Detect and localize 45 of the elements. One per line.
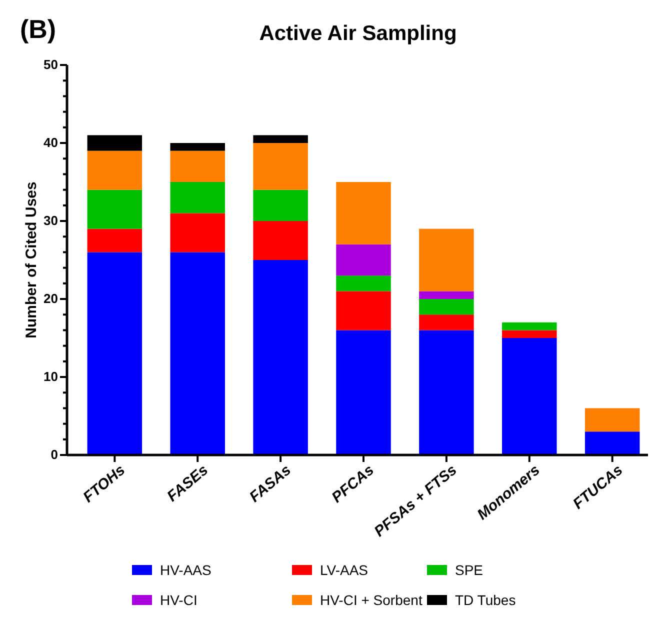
legend-label: HV-AAS (160, 562, 212, 578)
bar (584, 432, 640, 455)
bar (170, 213, 225, 252)
bar (87, 228, 142, 252)
bar (253, 143, 308, 190)
bar (253, 221, 308, 260)
bar (419, 314, 474, 330)
bar (170, 182, 225, 214)
legend-label: TD Tubes (455, 592, 516, 608)
y-tick-label: 10 (44, 369, 58, 384)
y-tick-label: 30 (44, 213, 58, 228)
bar (419, 228, 474, 292)
y-axis-title: Number of Cited Uses (23, 182, 40, 338)
bar (87, 150, 142, 190)
bar (253, 190, 308, 221)
bar (584, 408, 640, 432)
legend-label: LV-AAS (320, 562, 368, 578)
bar (419, 330, 474, 455)
bar (253, 135, 308, 143)
bar (502, 338, 557, 455)
bar (336, 182, 391, 244)
legend-label: HV-CI + Sorbent (320, 592, 422, 608)
bar (336, 291, 391, 330)
bar (419, 299, 474, 315)
legend-label: SPE (455, 562, 484, 578)
text: (B) (20, 14, 56, 44)
y-tick-label: 0 (50, 447, 58, 462)
y-tick-label: 50 (44, 57, 58, 72)
bar (336, 330, 391, 455)
bar (170, 150, 225, 182)
bar (253, 260, 308, 455)
chart-title: Active Air Sampling (259, 22, 457, 45)
bar (502, 322, 557, 330)
bar (336, 244, 391, 276)
bar (419, 291, 474, 299)
bar (87, 190, 142, 229)
bar (170, 143, 225, 151)
bar (336, 276, 391, 292)
bar (87, 135, 142, 151)
legend-label: HV-CI (160, 592, 198, 608)
y-tick-label: 20 (44, 291, 58, 306)
bar (87, 252, 142, 455)
y-tick-label: 40 (44, 135, 58, 150)
bar (502, 330, 557, 338)
bar (170, 252, 225, 455)
